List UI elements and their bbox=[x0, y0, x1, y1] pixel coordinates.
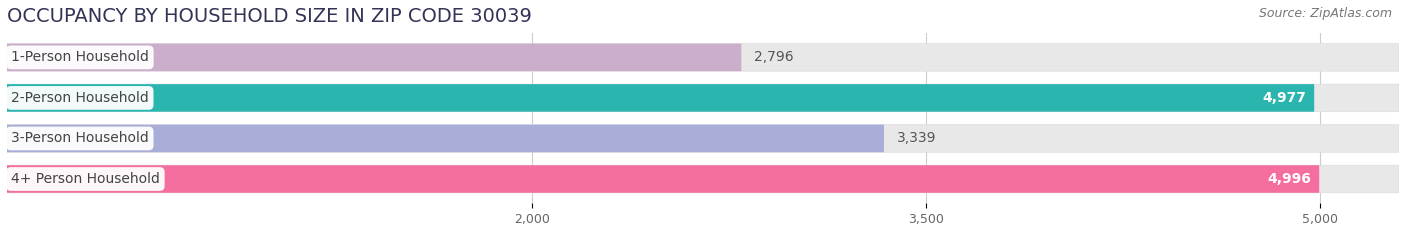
Text: 3-Person Household: 3-Person Household bbox=[11, 131, 149, 145]
Text: 4,977: 4,977 bbox=[1263, 91, 1306, 105]
Text: 1-Person Household: 1-Person Household bbox=[11, 50, 149, 64]
Text: OCCUPANCY BY HOUSEHOLD SIZE IN ZIP CODE 30039: OCCUPANCY BY HOUSEHOLD SIZE IN ZIP CODE … bbox=[7, 7, 531, 26]
FancyBboxPatch shape bbox=[7, 125, 1399, 152]
FancyBboxPatch shape bbox=[7, 84, 1315, 112]
FancyBboxPatch shape bbox=[7, 84, 1399, 112]
Text: Source: ZipAtlas.com: Source: ZipAtlas.com bbox=[1258, 7, 1392, 20]
FancyBboxPatch shape bbox=[7, 125, 884, 152]
Text: 3,339: 3,339 bbox=[897, 131, 936, 145]
Text: 2-Person Household: 2-Person Household bbox=[11, 91, 149, 105]
FancyBboxPatch shape bbox=[7, 44, 1399, 71]
FancyBboxPatch shape bbox=[7, 165, 1319, 193]
FancyBboxPatch shape bbox=[7, 44, 741, 71]
Text: 4+ Person Household: 4+ Person Household bbox=[11, 172, 160, 186]
Text: 2,796: 2,796 bbox=[755, 50, 794, 64]
FancyBboxPatch shape bbox=[7, 165, 1399, 193]
Text: 4,996: 4,996 bbox=[1267, 172, 1312, 186]
